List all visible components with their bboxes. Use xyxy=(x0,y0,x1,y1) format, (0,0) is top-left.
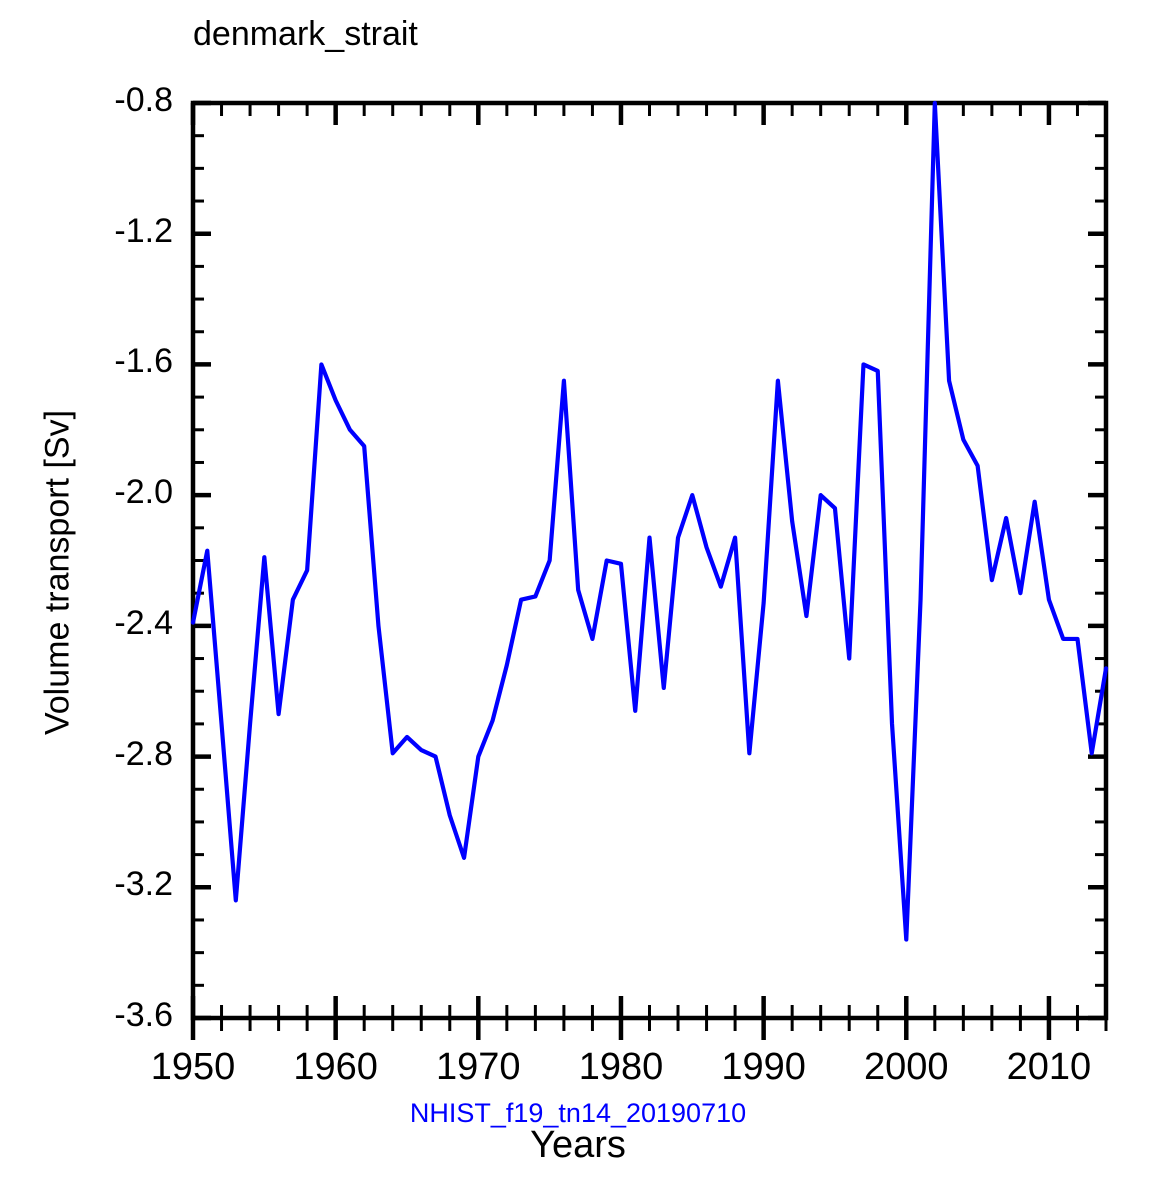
y-tick-label: -2.0 xyxy=(114,473,173,512)
y-tick-label: -0.8 xyxy=(114,81,173,119)
data-line-group xyxy=(190,100,1109,942)
y-tick-label: -2.4 xyxy=(114,603,173,642)
y-tick-label: -3.6 xyxy=(114,996,173,1034)
run-id-annotation: NHIST_f19_tn14_20190710 xyxy=(409,1098,747,1128)
x-tick-label: 1970 xyxy=(436,1046,521,1088)
x-tick-label: 2010 xyxy=(1006,1046,1092,1088)
page-title: denmark_strait xyxy=(193,15,418,53)
y-tick-label: -3.2 xyxy=(114,865,173,904)
y-tick-label: -2.8 xyxy=(114,734,173,773)
x-axis-label: Years xyxy=(530,1124,626,1166)
y-tick-label: -1.2 xyxy=(114,211,173,250)
x-tick-label: 1950 xyxy=(150,1046,236,1088)
y-tick-label: -1.6 xyxy=(114,342,173,381)
data-line xyxy=(190,100,1109,942)
x-tick-label: 2000 xyxy=(864,1046,949,1088)
x-tick-label: 1980 xyxy=(578,1046,664,1088)
axis-ticks xyxy=(190,100,1108,1040)
x-tick-label: 1960 xyxy=(293,1046,378,1088)
x-tick-label: 1990 xyxy=(721,1046,806,1088)
